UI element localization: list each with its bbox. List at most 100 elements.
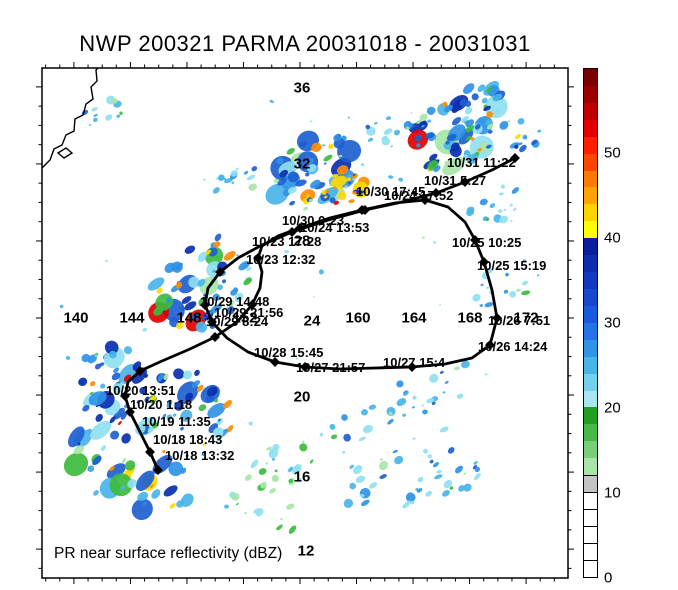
radar-echo — [95, 413, 103, 422]
radar-echo — [271, 474, 279, 483]
radar-echo — [385, 116, 392, 121]
colorbar-segment — [584, 458, 597, 476]
radar-echo — [483, 105, 491, 112]
radar-echo — [444, 380, 449, 384]
radar-echo — [142, 327, 148, 332]
radar-echo — [426, 397, 435, 404]
radar-echo — [212, 187, 220, 194]
colorbar-segment — [584, 119, 597, 137]
radar-echo — [287, 186, 297, 194]
radar-echo — [265, 183, 289, 205]
radar-echo — [451, 117, 462, 126]
radar-echo — [425, 490, 432, 497]
radar-echo — [223, 177, 227, 181]
radar-echo — [472, 464, 478, 470]
radar-echo — [465, 135, 472, 141]
radar-echo — [388, 175, 394, 179]
radar-echo — [299, 443, 308, 452]
radar-echo — [162, 413, 167, 418]
track-marker — [210, 332, 220, 342]
radar-echo — [485, 87, 492, 93]
radar-echo — [212, 293, 221, 302]
radar-echo — [415, 487, 419, 491]
radar-echo — [212, 269, 216, 273]
radar-echo — [330, 434, 338, 440]
radar-echo — [374, 121, 378, 125]
radar-echo — [122, 457, 126, 464]
radar-echo — [221, 279, 227, 284]
radar-echo — [174, 401, 184, 411]
radar-echo — [443, 479, 453, 489]
radar-echo — [358, 436, 366, 442]
radar-echo — [288, 525, 297, 534]
radar-echo — [198, 404, 207, 412]
radar-echo — [276, 524, 283, 531]
radar-echo — [196, 384, 204, 392]
radar-echo — [194, 369, 200, 376]
colorbar-segment — [584, 170, 597, 188]
radar-echo — [269, 448, 275, 454]
radar-echo — [507, 120, 511, 123]
radar-echo — [110, 97, 118, 104]
radar-echo — [142, 501, 147, 506]
radar-echo — [449, 486, 454, 490]
colorbar-segment — [584, 373, 597, 391]
radar-echo — [85, 428, 93, 435]
colorbar-segment — [584, 272, 597, 289]
radar-echo — [279, 169, 289, 178]
radar-echo — [362, 424, 373, 434]
radar-echo — [82, 405, 90, 412]
radar-echo — [333, 200, 339, 205]
radar-echo — [205, 249, 212, 255]
radar-echo — [333, 134, 342, 142]
colorbar-segment — [584, 288, 597, 306]
radar-echo — [352, 173, 356, 177]
radar-echo — [379, 458, 383, 461]
radar-echo — [353, 465, 363, 475]
radar-echo — [394, 455, 404, 465]
radar-echo — [474, 123, 481, 130]
radar-echo — [214, 233, 222, 242]
radar-echo — [157, 373, 164, 382]
radar-echo — [166, 414, 173, 421]
radar-echo — [173, 368, 185, 380]
radar-echo — [180, 493, 194, 507]
radar-echo — [379, 474, 387, 480]
radar-echo — [93, 490, 99, 496]
radar-echo — [419, 120, 427, 128]
radar-echo — [519, 144, 527, 153]
radar-echo — [139, 386, 147, 395]
radar-echo — [234, 292, 244, 303]
colorbar-segment — [584, 305, 597, 323]
radar-echo — [455, 465, 463, 474]
radar-echo — [429, 153, 438, 161]
radar-echo — [188, 276, 200, 288]
radar-echo — [147, 277, 165, 291]
radar-echo — [120, 411, 128, 420]
radar-echo — [365, 124, 371, 130]
track-marker — [470, 235, 480, 245]
radar-echo — [361, 163, 364, 166]
colorbar-segment — [584, 492, 597, 509]
radar-echo — [163, 373, 169, 381]
radar-echo — [92, 117, 98, 123]
radar-echo — [286, 503, 295, 510]
radar-echo — [59, 304, 64, 309]
radar-echo — [172, 413, 177, 417]
radar-echo — [433, 241, 437, 244]
radar-echo — [250, 459, 259, 469]
radar-echo — [94, 354, 99, 357]
radar-echo — [447, 447, 455, 454]
radar-echo — [514, 134, 522, 139]
radar-echo — [118, 420, 122, 426]
radar-echo — [307, 164, 317, 173]
radar-echo — [463, 472, 466, 475]
radar-echo — [486, 111, 493, 119]
radar-echo — [180, 467, 187, 474]
radar-echo — [105, 260, 108, 262]
radar-echo — [484, 373, 488, 376]
radar-echo — [164, 262, 176, 273]
radar-echo — [492, 93, 503, 102]
radar-echo — [479, 304, 482, 306]
radar-echo — [444, 160, 450, 167]
